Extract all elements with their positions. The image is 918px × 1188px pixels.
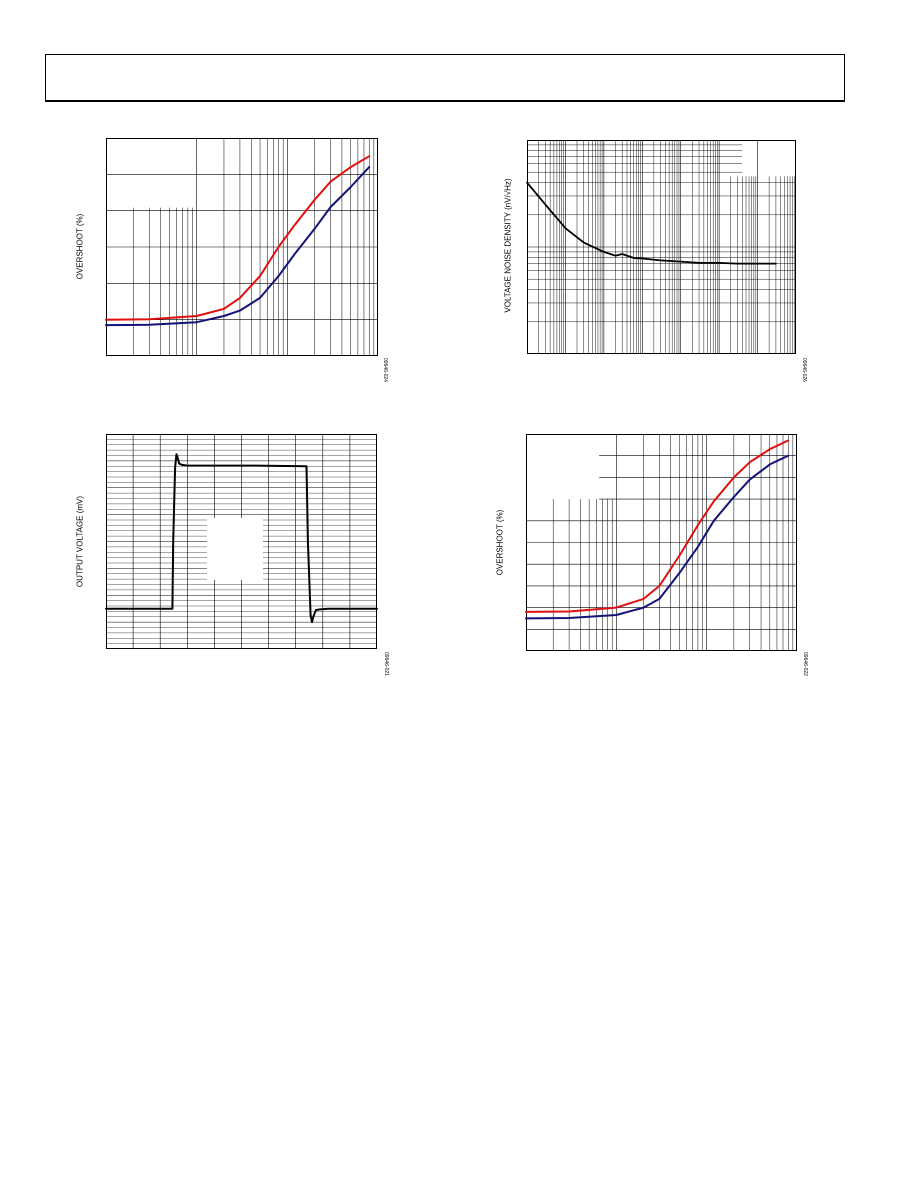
series-line [105, 166, 371, 327]
plot-frame [527, 140, 796, 354]
plot-frame [106, 434, 377, 649]
series-line [525, 454, 790, 620]
output-voltage-pulse-chart [105, 434, 378, 649]
legend-blank-box [207, 518, 263, 580]
plot-frame [106, 138, 378, 356]
overshoot-chart-bottom-right [525, 434, 797, 651]
figure-id: 09646-021 [383, 652, 389, 676]
figure-id: 09646-022 [802, 652, 808, 676]
overshoot-chart-top-left [105, 138, 378, 356]
y-axis-label: OVERSHOOT (%) [75, 213, 85, 280]
plot-frame [526, 434, 797, 651]
series-line [526, 181, 777, 265]
series-line [525, 439, 790, 613]
series-line [105, 453, 378, 624]
y-axis-label: OVERSHOOT (%) [495, 509, 505, 576]
page-header-box [45, 54, 845, 102]
y-axis-label: OUTPUT VOLTAGE (mV) [75, 495, 85, 588]
y-axis-label: VOLTAGE NOISE DENSITY (nV/√Hz) [503, 178, 513, 313]
voltage-noise-density-chart [526, 140, 796, 354]
figure-id: 09646-024 [382, 358, 388, 382]
figure-id: 09646-026 [801, 358, 807, 382]
series-line [105, 155, 371, 321]
